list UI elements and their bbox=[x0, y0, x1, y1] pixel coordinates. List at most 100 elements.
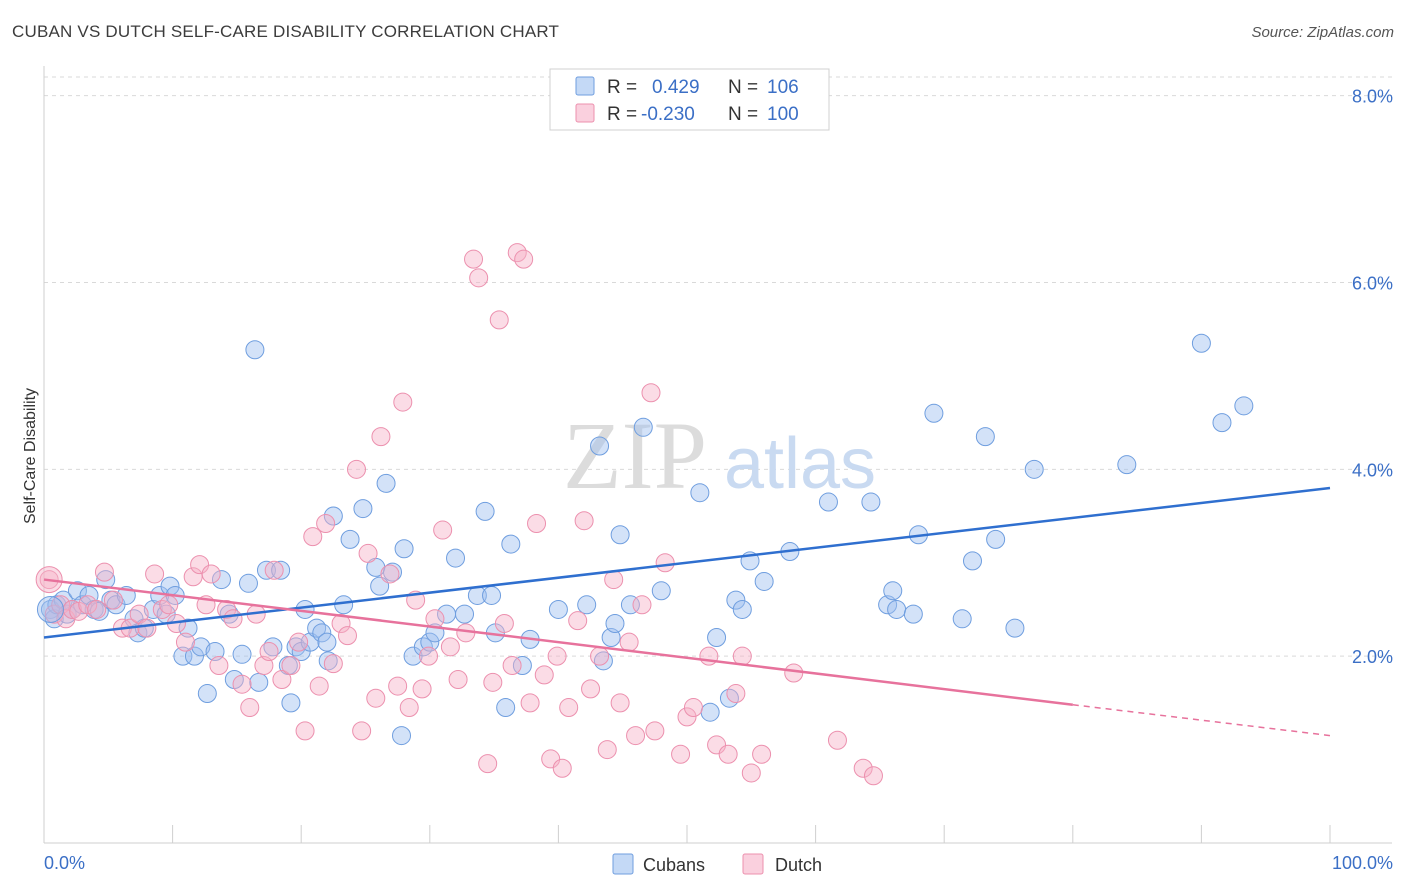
cubans-point bbox=[887, 599, 907, 619]
dutch-point bbox=[853, 758, 873, 778]
dutch-point bbox=[433, 520, 453, 540]
dutch-point bbox=[145, 564, 165, 584]
cubans-point bbox=[36, 595, 64, 623]
dutch-point bbox=[94, 562, 114, 582]
cubans-point bbox=[754, 571, 774, 591]
cubans-point bbox=[732, 599, 752, 619]
cubans-point bbox=[455, 604, 475, 624]
y-tick-label: 8.0% bbox=[1352, 87, 1393, 107]
dutch-point bbox=[323, 654, 343, 674]
dutch-point bbox=[346, 459, 366, 479]
cubans-point bbox=[878, 595, 898, 615]
cubans-point bbox=[590, 436, 610, 456]
legend-n-value: 100 bbox=[767, 104, 799, 125]
cubans-point bbox=[700, 702, 720, 722]
dutch-point bbox=[352, 721, 372, 741]
cubans-point bbox=[986, 529, 1006, 549]
dutch-point bbox=[741, 763, 761, 783]
dutch-point bbox=[78, 595, 98, 615]
dutch-point bbox=[440, 637, 460, 657]
cubans-point bbox=[818, 492, 838, 512]
cubans-point bbox=[256, 560, 276, 580]
cubans-point bbox=[96, 570, 116, 590]
cubans-point bbox=[726, 590, 746, 610]
dutch-point bbox=[641, 383, 661, 403]
dutch-point bbox=[574, 511, 594, 531]
dutch-point bbox=[683, 698, 703, 718]
dutch-point bbox=[264, 560, 284, 580]
dutch-trend-extension bbox=[1072, 704, 1331, 737]
cubans-point bbox=[620, 595, 640, 615]
cubans-point bbox=[394, 539, 414, 559]
dutch-point bbox=[337, 626, 357, 646]
cubans-point bbox=[633, 417, 653, 437]
cubans-point bbox=[178, 618, 198, 638]
dutch-point bbox=[223, 609, 243, 629]
cubans-point bbox=[548, 599, 568, 619]
dutch-point bbox=[626, 726, 646, 746]
dutch-point bbox=[137, 618, 157, 638]
cubans-point bbox=[376, 473, 396, 493]
legend-r-label: R = bbox=[607, 77, 637, 98]
dutch-point bbox=[559, 698, 579, 718]
cubans-point bbox=[238, 573, 258, 593]
legend-swatch-cubans bbox=[612, 853, 634, 875]
cubans-point bbox=[707, 627, 727, 647]
cubans-point bbox=[334, 595, 354, 615]
dutch-point bbox=[494, 613, 514, 633]
dutch-point bbox=[316, 514, 336, 534]
cubans-point bbox=[446, 548, 466, 568]
cubans-point bbox=[952, 609, 972, 629]
legend-swatch-dutch bbox=[575, 103, 595, 123]
dutch-point bbox=[604, 570, 624, 590]
cubans-point bbox=[512, 656, 532, 676]
dutch-point bbox=[272, 670, 292, 690]
dutch-point bbox=[254, 656, 274, 676]
cubans-point bbox=[191, 637, 211, 657]
dutch-point bbox=[752, 744, 772, 764]
dutch-point bbox=[568, 611, 588, 631]
cubans-point bbox=[232, 644, 252, 664]
dutch-point bbox=[863, 766, 883, 786]
cubans-point bbox=[482, 585, 502, 605]
dutch-point bbox=[655, 553, 675, 573]
dutch-point bbox=[209, 656, 229, 676]
dutch-point bbox=[259, 642, 279, 661]
legend-swatch-cubans bbox=[575, 76, 595, 96]
cubans-point bbox=[317, 632, 337, 652]
dutch-point bbox=[464, 249, 484, 269]
cubans-point bbox=[1024, 459, 1044, 479]
cubans-point bbox=[353, 499, 373, 519]
cubans-point bbox=[501, 534, 521, 554]
dutch-point bbox=[469, 268, 489, 288]
dutch-point bbox=[217, 599, 237, 619]
legend-r-value: -0.230 bbox=[641, 104, 695, 125]
chart-title: CUBAN VS DUTCH SELF-CARE DISABILITY CORR… bbox=[12, 22, 560, 41]
dutch-point bbox=[645, 721, 665, 741]
dutch-point bbox=[502, 656, 522, 676]
cubans-point bbox=[197, 684, 217, 704]
axes bbox=[43, 66, 1392, 844]
dutch-point bbox=[520, 693, 540, 713]
source-label: Source: ZipAtlas.com bbox=[1251, 24, 1394, 41]
legend-label-dutch: Dutch bbox=[775, 855, 822, 875]
dutch-point bbox=[827, 730, 847, 750]
dutch-point bbox=[399, 698, 419, 718]
dutch-point bbox=[393, 392, 413, 412]
dutch-point bbox=[784, 663, 804, 683]
tick-labels: 2.0% 4.0% 6.0% 8.0% 0.0% 100.0% Self-Care Disa… bbox=[22, 87, 1393, 873]
cubans-point bbox=[1117, 455, 1137, 475]
cubans-point bbox=[184, 646, 204, 666]
dutch-point bbox=[51, 595, 71, 615]
cubans-point bbox=[249, 672, 269, 692]
cubans-point bbox=[245, 340, 265, 360]
cubans-point bbox=[475, 501, 495, 521]
cubans-point bbox=[173, 646, 193, 666]
x-tick-label: 0.0% bbox=[44, 853, 85, 873]
cubans-point bbox=[420, 632, 440, 652]
dutch-point bbox=[412, 679, 432, 699]
dutch-point bbox=[358, 543, 378, 563]
cubans-point bbox=[318, 651, 338, 671]
dutch-point bbox=[590, 646, 610, 666]
